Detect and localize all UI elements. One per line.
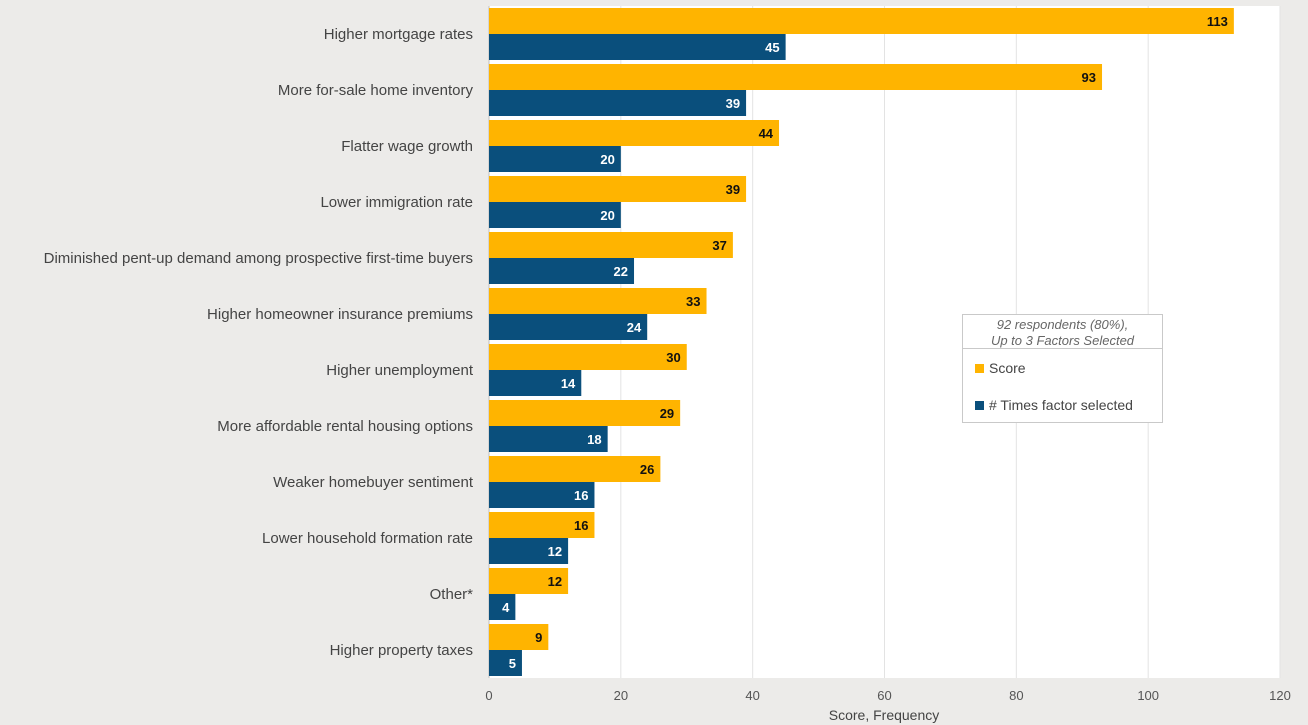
bar-score bbox=[489, 624, 549, 650]
category-label: Lower immigration rate bbox=[320, 194, 473, 211]
bar-score bbox=[489, 8, 1234, 34]
x-axis-ticks: 0 20 40 60 80 100 120 bbox=[485, 688, 1290, 703]
data-label-frequency: 24 bbox=[627, 320, 642, 335]
category-label: Weaker homebuyer sentiment bbox=[273, 474, 474, 491]
data-label-frequency: 14 bbox=[561, 376, 576, 391]
legend-note-line2: Up to 3 Factors Selected bbox=[990, 333, 1135, 348]
bar-score bbox=[489, 568, 569, 594]
data-label-score: 12 bbox=[548, 574, 562, 589]
bar-frequency bbox=[489, 482, 595, 508]
data-label-frequency: 18 bbox=[587, 432, 601, 447]
data-label-frequency: 12 bbox=[548, 544, 562, 559]
x-tick-label: 80 bbox=[1009, 688, 1023, 703]
bar-frequency bbox=[489, 34, 786, 60]
data-label-score: 9 bbox=[535, 630, 542, 645]
category-label: Flatter wage growth bbox=[341, 138, 473, 155]
data-label-score: 26 bbox=[640, 462, 654, 477]
data-label-frequency: 16 bbox=[574, 488, 588, 503]
bar-score bbox=[489, 176, 747, 202]
data-label-frequency: 5 bbox=[509, 656, 516, 671]
category-label: Lower household formation rate bbox=[262, 530, 473, 547]
bar-score bbox=[489, 344, 687, 370]
x-axis-title: Score, Frequency bbox=[829, 707, 940, 723]
bars bbox=[489, 8, 1234, 676]
category-label: Higher property taxes bbox=[330, 642, 473, 659]
x-tick-label: 100 bbox=[1137, 688, 1159, 703]
legend-item-score: Score bbox=[975, 360, 1026, 376]
legend-label-score: Score bbox=[989, 360, 1026, 376]
legend-swatch-score bbox=[975, 364, 984, 373]
legend-label-frequency: # Times factor selected bbox=[989, 397, 1133, 413]
legend: 92 respondents (80%), Up to 3 Factors Se… bbox=[962, 314, 1163, 423]
category-label: Higher homeowner insurance premiums bbox=[207, 306, 473, 323]
x-tick-label: 60 bbox=[877, 688, 891, 703]
bar-frequency bbox=[489, 258, 635, 284]
data-label-score: 33 bbox=[686, 294, 700, 309]
data-label-frequency: 4 bbox=[502, 600, 510, 615]
data-label-score: 44 bbox=[759, 126, 774, 141]
data-label-frequency: 22 bbox=[614, 264, 628, 279]
legend-swatch-frequency bbox=[975, 401, 984, 410]
gridlines bbox=[488, 6, 1281, 678]
x-tick-label: 40 bbox=[745, 688, 759, 703]
bar-score bbox=[489, 120, 780, 146]
data-label-score: 37 bbox=[712, 238, 726, 253]
data-label-score: 30 bbox=[666, 350, 680, 365]
data-label-frequency: 39 bbox=[726, 96, 740, 111]
bar-score bbox=[489, 232, 733, 258]
bar-score bbox=[489, 400, 681, 426]
data-label-frequency: 20 bbox=[600, 152, 614, 167]
bar-frequency bbox=[489, 538, 569, 564]
bar-frequency bbox=[489, 370, 582, 396]
bar-frequency bbox=[489, 90, 747, 116]
data-label-score: 29 bbox=[660, 406, 674, 421]
bar-score bbox=[489, 288, 707, 314]
bar-score bbox=[489, 512, 595, 538]
bar-frequency bbox=[489, 146, 621, 172]
bar-frequency bbox=[489, 314, 648, 340]
bar-frequency bbox=[489, 650, 522, 676]
legend-note: 92 respondents (80%), Up to 3 Factors Se… bbox=[963, 315, 1162, 349]
x-tick-label: 120 bbox=[1269, 688, 1291, 703]
bar-frequency bbox=[489, 426, 608, 452]
data-label-score: 16 bbox=[574, 518, 588, 533]
category-label: Other* bbox=[430, 586, 474, 603]
data-label-score: 93 bbox=[1082, 70, 1096, 85]
category-label: Higher unemployment bbox=[326, 362, 474, 379]
bar-frequency bbox=[489, 202, 621, 228]
legend-note-line1: 92 respondents (80%), bbox=[996, 317, 1129, 332]
bar-score bbox=[489, 64, 1103, 90]
bar-score bbox=[489, 456, 661, 482]
category-label: More for-sale home inventory bbox=[278, 82, 474, 99]
bar-frequency bbox=[489, 594, 516, 620]
category-label: Diminished pent-up demand among prospect… bbox=[44, 250, 473, 267]
category-label: Higher mortgage rates bbox=[324, 26, 473, 43]
data-label-frequency: 45 bbox=[765, 40, 779, 55]
data-label-score: 113 bbox=[1207, 14, 1228, 29]
x-tick-label: 20 bbox=[614, 688, 628, 703]
x-tick-label: 0 bbox=[485, 688, 492, 703]
data-label-frequency: 20 bbox=[600, 208, 614, 223]
data-label-score: 39 bbox=[726, 182, 740, 197]
category-label: More affordable rental housing options bbox=[217, 418, 473, 435]
legend-item-frequency: # Times factor selected bbox=[975, 397, 1133, 413]
